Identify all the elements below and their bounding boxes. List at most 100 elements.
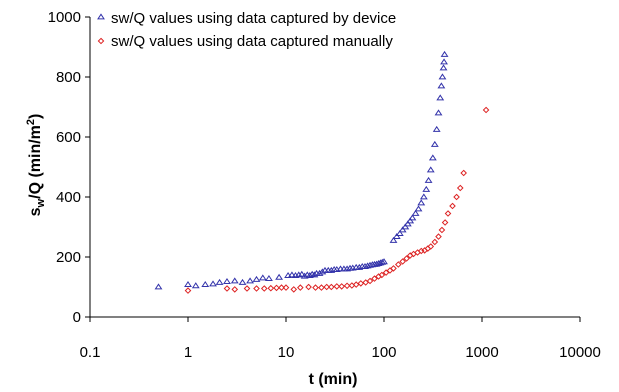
data-point — [432, 125, 441, 132]
data-point — [440, 58, 448, 65]
data-point — [435, 233, 442, 240]
data-point — [439, 64, 448, 71]
y-axis-title-base: s — [27, 207, 44, 216]
data-point — [231, 286, 239, 293]
data-point — [318, 284, 325, 291]
y-axis-title-middle: /Q (min/m — [27, 125, 44, 199]
data-point — [366, 277, 374, 285]
data-point — [312, 284, 319, 291]
data-point — [441, 219, 449, 226]
data-point — [482, 106, 490, 114]
data-point — [406, 217, 415, 224]
data-point — [305, 271, 314, 278]
data-point — [191, 282, 200, 289]
x-tick-label: 1 — [184, 344, 192, 361]
legend-item-device — [97, 13, 105, 20]
data-point — [361, 262, 369, 269]
y-axis-title: sw/Q (min/m2) — [25, 114, 47, 217]
data-point — [371, 275, 378, 282]
y-axis-title-superscript: 2 — [25, 119, 37, 125]
y-tick-label: 200 — [56, 249, 81, 266]
data-point — [403, 255, 410, 262]
data-point — [460, 169, 467, 177]
series-device — [154, 50, 449, 290]
data-point — [267, 284, 275, 292]
y-tick-label: 800 — [56, 69, 81, 86]
data-point — [300, 272, 309, 279]
data-point — [417, 199, 426, 206]
data-point — [453, 193, 460, 201]
data-point — [209, 280, 217, 287]
data-point — [395, 261, 402, 268]
tick-labels: 0 200 400 600 800 1000 0.1 1 10 100 1000 10000 — [48, 9, 601, 361]
data-point — [201, 280, 210, 287]
x-tick-label: 10000 — [559, 344, 601, 361]
data-point — [184, 280, 192, 287]
data-point — [215, 278, 224, 285]
data-point — [333, 283, 341, 290]
data-point — [355, 263, 364, 270]
legend-label-device: sw/Q values using data captured by devic… — [111, 10, 396, 27]
series-manual — [184, 106, 490, 294]
data-point — [427, 243, 435, 250]
data-point — [392, 232, 401, 239]
data-point — [290, 286, 298, 293]
data-point — [282, 284, 290, 291]
data-point — [426, 166, 435, 173]
data-point — [260, 285, 268, 292]
data-point — [436, 94, 445, 101]
data-point — [389, 236, 398, 243]
data-point — [403, 220, 412, 227]
data-point — [315, 269, 324, 276]
data-point — [238, 278, 247, 285]
data-point — [382, 269, 390, 276]
data-point — [154, 283, 163, 290]
data-point — [438, 226, 446, 234]
data-point — [323, 283, 330, 291]
legend-marker-device — [97, 13, 105, 20]
y-axis-title-subscript: w — [35, 198, 47, 208]
y-tick-label: 1000 — [48, 9, 81, 26]
data-point — [395, 229, 404, 236]
data-point — [297, 284, 304, 291]
data-point — [401, 223, 410, 230]
data-point — [366, 261, 374, 268]
y-tick-label: 0 — [73, 309, 81, 326]
data-point — [424, 176, 433, 183]
data-point — [440, 50, 449, 57]
data-point — [414, 205, 423, 212]
data-point — [434, 109, 443, 116]
data-point — [252, 275, 261, 282]
data-point — [352, 281, 360, 288]
data-point — [437, 82, 446, 89]
data-point — [223, 285, 231, 292]
data-point — [288, 271, 296, 278]
data-point — [328, 283, 335, 291]
data-point — [408, 214, 417, 221]
legend: sw/Q values using data captured by devic… — [97, 10, 396, 50]
y-tick-label: 600 — [56, 129, 81, 146]
x-axis-title: t (min) — [309, 371, 358, 388]
data-point — [273, 284, 280, 292]
data-point — [243, 285, 251, 292]
data-point — [305, 283, 312, 291]
data-point — [223, 277, 231, 284]
data-point — [399, 258, 406, 265]
data-point — [380, 258, 388, 265]
axis-ticks — [85, 16, 581, 322]
data-point — [278, 284, 285, 291]
data-point — [318, 268, 327, 275]
data-point — [310, 271, 319, 278]
x-tick-label: 10 — [278, 344, 295, 361]
data-point — [357, 280, 365, 287]
data-point — [456, 184, 464, 192]
data-point — [411, 209, 420, 216]
legend-item-manual — [97, 37, 105, 45]
data-point — [258, 274, 267, 281]
data-point — [444, 210, 452, 217]
data-point — [327, 266, 336, 273]
data-point — [230, 277, 239, 284]
data-point — [419, 193, 428, 200]
data-point — [275, 273, 284, 280]
